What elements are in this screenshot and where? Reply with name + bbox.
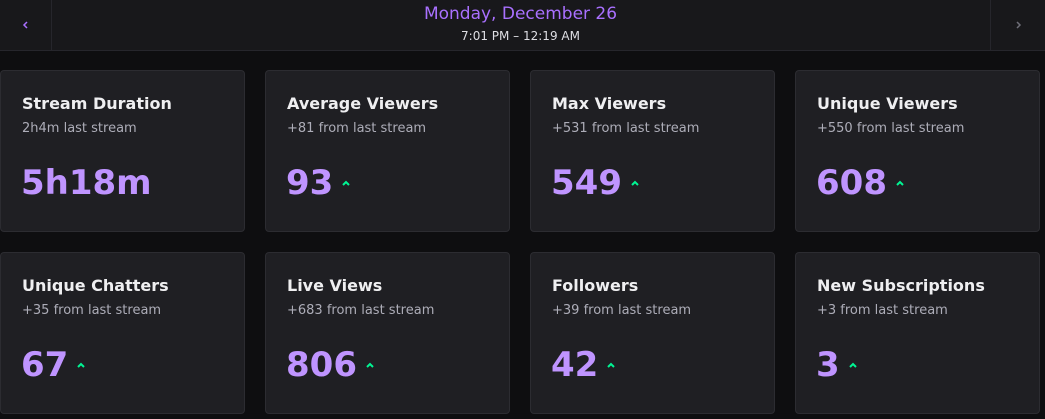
date-title: Monday, December 26 <box>423 4 618 24</box>
card-title: Unique Viewers <box>817 94 958 113</box>
stat-card: Stream Duration 2h4m last stream 5h18m <box>0 70 245 232</box>
up-arrow <box>77 362 86 368</box>
card-value-row: 549 <box>551 163 640 203</box>
up-arrow <box>848 362 857 368</box>
card-value: 3 <box>816 345 840 385</box>
card-subtitle: +531 from last stream <box>552 121 700 136</box>
up-arrow <box>896 180 904 186</box>
card-title: Live Views <box>287 276 383 295</box>
next-button[interactable] <box>990 0 1045 50</box>
time-range: 7:01 PM – 12:19 AM <box>461 29 580 43</box>
card-subtitle: +35 from last stream <box>22 303 162 318</box>
card-value-row: 3 <box>816 345 858 385</box>
up-arrow <box>342 180 351 186</box>
card-value-row: 5h18m <box>21 163 152 203</box>
stat-card: Live Views +683 from last stream 806 <box>265 252 510 414</box>
date-header: Monday, December 26 7:01 PM – 12:19 AM <box>0 0 1045 51</box>
card-value: 42 <box>551 345 599 385</box>
card-value: 5h18m <box>21 163 152 203</box>
card-value-row: 93 <box>286 163 351 203</box>
card-subtitle: +3 from last stream <box>817 303 948 318</box>
card-title: Stream Duration <box>22 94 172 113</box>
prev-button[interactable] <box>0 0 52 50</box>
up-arrow <box>631 180 639 186</box>
card-subtitle: +39 from last stream <box>552 303 692 318</box>
card-subtitle: +550 from last stream <box>817 121 965 136</box>
card-title: Average Viewers <box>287 94 439 113</box>
card-subtitle: 2h4m last stream <box>22 121 137 136</box>
stat-card: Unique Viewers +550 from last stream 608 <box>795 70 1040 232</box>
next-icon <box>1016 21 1022 29</box>
prev-icon <box>22 21 28 29</box>
card-value-row: 608 <box>816 163 905 203</box>
stat-card: Max Viewers +531 from last stream 549 <box>530 70 775 232</box>
card-value: 67 <box>21 345 69 385</box>
card-value-row: 42 <box>551 345 616 385</box>
stat-card: Followers +39 from last stream 42 <box>530 252 775 414</box>
card-subtitle: +81 from last stream <box>287 121 427 136</box>
card-subtitle: +683 from last stream <box>287 303 435 318</box>
card-title: Max Viewers <box>552 94 667 113</box>
up-arrow <box>366 362 374 368</box>
up-arrow <box>607 362 616 368</box>
card-title: Unique Chatters <box>22 276 169 295</box>
stat-card: Unique Chatters +35 from last stream 67 <box>0 252 245 414</box>
card-value: 806 <box>286 345 357 385</box>
stat-card: New Subscriptions +3 from last stream 3 <box>795 252 1040 414</box>
card-value: 608 <box>816 163 887 203</box>
stat-card: Average Viewers +81 from last stream 93 <box>265 70 510 232</box>
card-value: 93 <box>286 163 334 203</box>
card-title: Followers <box>552 276 639 295</box>
card-value: 549 <box>551 163 622 203</box>
card-value-row: 67 <box>21 345 86 385</box>
card-value-row: 806 <box>286 345 375 385</box>
card-title: New Subscriptions <box>817 276 985 295</box>
